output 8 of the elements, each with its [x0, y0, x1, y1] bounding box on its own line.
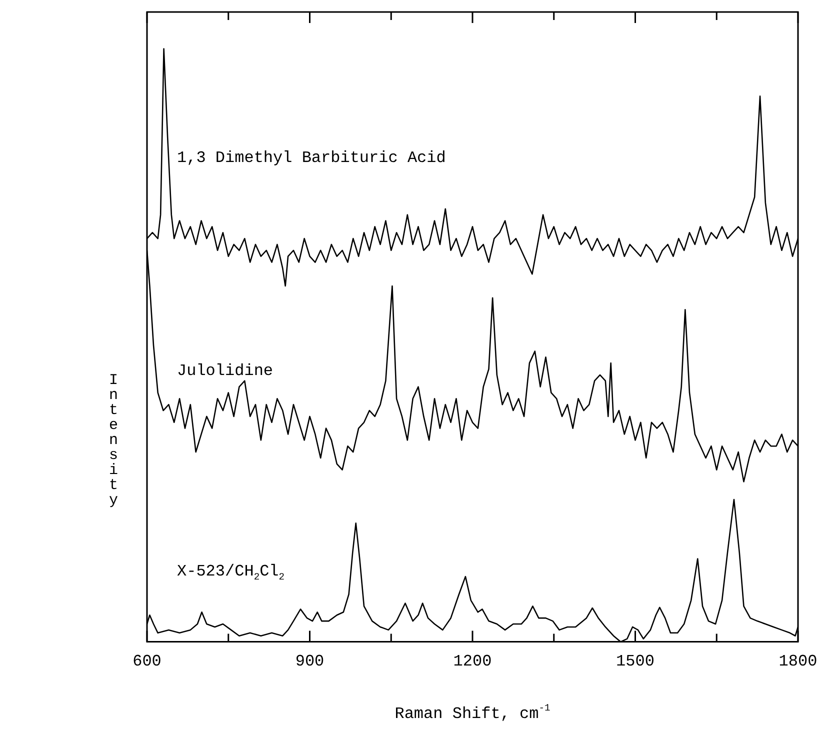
- x-tick-label: 1500: [616, 652, 654, 671]
- series-label: 1,3 Dimethyl Barbituric Acid: [177, 149, 446, 168]
- x-tick-label: 1200: [453, 652, 492, 671]
- x-tick-label: 600: [132, 652, 162, 671]
- x-tick-label: 900: [295, 652, 324, 671]
- y-axis-title: Intensity: [105, 372, 122, 507]
- x-tick-label: 1800: [778, 652, 818, 671]
- series-label: Julolidine: [177, 362, 274, 380]
